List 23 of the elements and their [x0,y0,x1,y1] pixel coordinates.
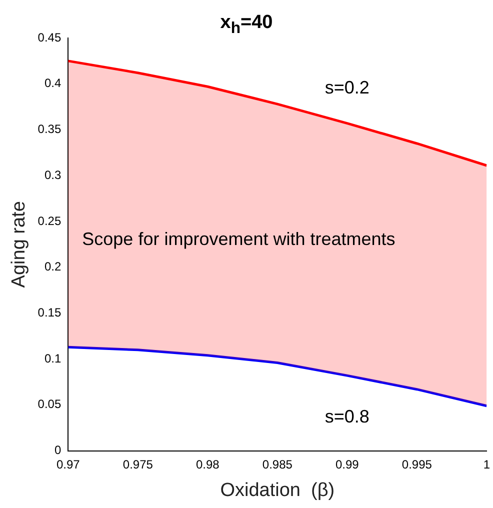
x-tick-label: 1 [483,457,490,472]
x-tick-label: 0.985 [262,457,293,472]
y-tick-label: 0.35 [38,122,62,136]
y-axis-title: Aging rate [8,201,30,288]
y-tick-label: 0.3 [44,168,62,182]
x-axis-title: Oxidation (β) [220,480,335,501]
y-tick-label: 0.1 [44,351,62,366]
y-tick-label: 0.2 [44,260,62,274]
series-label: s=0.2 [324,77,370,98]
x-tick-label: 0.99 [335,457,360,472]
y-tick-label: 0.05 [38,397,62,412]
chart-title: x$_{h}$=40 [220,12,273,37]
annotation: Scope for improvement with treatments [82,229,396,250]
x-tick-label: 0.995 [402,457,432,472]
x-tick-label: 0.98 [196,457,220,472]
y-tick-label: 0.25 [38,214,62,228]
y-tick-label: 0 [54,443,62,458]
series-label: s=0.8 [324,406,370,427]
y-tick-label: 0.4 [44,76,62,90]
x-tick-label: 0.97 [56,457,80,472]
x-tick-label: 0.975 [122,457,154,472]
y-tick-label: 0.15 [38,306,62,320]
y-tick-label: 0.45 [38,30,62,44]
